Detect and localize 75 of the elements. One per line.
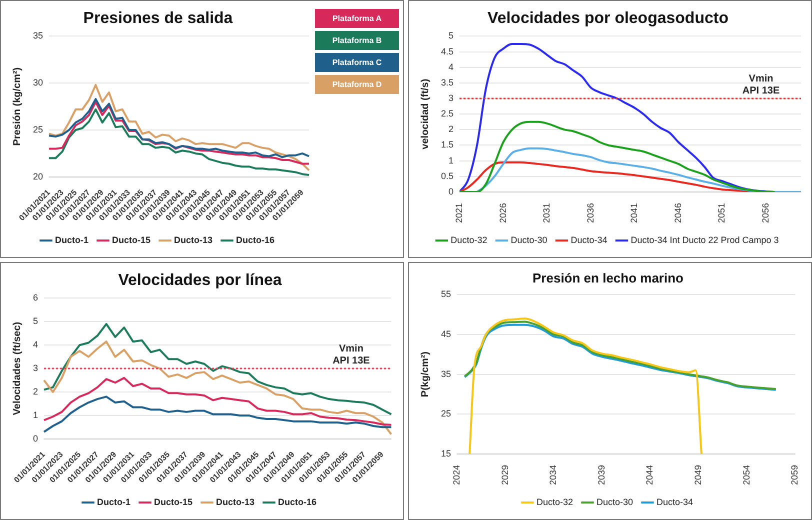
y-tick-label: 4 [448,62,454,72]
x-tick-label: 2046 [672,202,683,224]
x-tick-label: 2031 [542,202,552,224]
chart-title: Presión en lecho marino [532,270,684,286]
y-tick-label: 15 [440,448,452,458]
text: Plataforma C [315,53,399,72]
y-axis-title: Presión (kg/cm²) [12,67,23,146]
y-tick-label: 5 [32,316,38,326]
y-axis-title: P(kg/cm²) [420,352,431,398]
y-tick-label: 45 [440,328,452,339]
legend-label: Ducto-15 [112,234,151,245]
legend-label: Ducto-34 Int Ducto 22 Prod Campo 3 [630,234,779,245]
y-tick-label: 20 [32,171,44,182]
y-tick-label: 55 [440,289,452,300]
legend-label: Ducto-30 [510,234,548,245]
y-tick-label: 4.5 [440,46,454,56]
chart-title: Velocidades por oleogasoducto [488,10,729,28]
legend-label: Ducto-1 [96,496,130,507]
x-tick-label: 2044 [644,464,655,486]
legend-label: Ducto-34 [656,496,694,507]
legend-label: Ducto-32 [450,234,488,245]
line-series [468,318,702,454]
y-tick-label: 1 [32,410,38,420]
x-tick-label: 2034 [548,464,558,486]
y-tick-label: 3 [32,363,38,374]
chart-title: Velocidades por línea [118,272,282,290]
legend-label: Ducto-15 [154,496,193,507]
y-tick-label: 25 [32,124,44,134]
text: Plataforma D [315,75,399,94]
y-tick-label: 2.5 [440,108,454,119]
legend-label: Ducto-1 [54,234,88,245]
x-tick-label: 2024 [451,464,462,486]
y-tick-label: 1 [448,155,454,166]
legend-label: Ducto-32 [536,496,574,507]
text: Plataforma B [315,31,399,50]
y-tick-label: 2 [32,386,38,396]
y-tick-label: 30 [32,78,44,88]
legend-label: Ducto-16 [278,496,317,507]
ref-line-label: Vmin API 13E [742,73,780,96]
legend-label: Ducto-30 [596,496,634,507]
y-tick-label: 4 [32,340,38,350]
x-tick-label: 2021 [454,202,464,224]
x-tick-label: 2041 [629,202,640,224]
x-tick-label: 2049 [693,464,704,486]
text: Plataforma A [315,9,399,28]
y-tick-label: 0.5 [440,170,454,181]
y-tick-label: 1.5 [440,140,454,150]
legend-label: Ducto-16 [236,234,275,245]
x-tick-label: 2059 [790,464,800,486]
legend-label: Ducto-13 [174,234,213,245]
legend-label: Ducto-13 [216,496,255,507]
y-tick-label: 3.5 [440,77,454,88]
y-axis-title: Velocidades (ft/sec) [12,322,23,416]
y-axis-title: velocidad (ft/s) [420,78,431,150]
y-tick-label: 35 [440,368,452,379]
x-tick-label: 2029 [500,464,510,486]
y-tick-label: 3 [448,92,454,103]
x-tick-label: 2036 [585,202,596,224]
y-tick-label: 0 [448,186,454,196]
y-tick-label: 2 [448,124,454,134]
legend-label: Ducto-34 [570,234,608,245]
line-series [460,120,776,192]
x-tick-label: 2051 [716,202,727,224]
x-tick-label: 2026 [498,202,508,224]
y-tick-label: 6 [32,292,38,303]
y-tick-label: 25 [440,408,452,419]
x-tick-label: 2054 [741,464,752,486]
line-series [476,147,801,192]
y-tick-label: 35 [32,30,44,41]
y-tick-label: 0 [32,433,38,444]
y-tick-label: 5 [448,30,454,41]
x-tick-label: 2056 [760,202,770,224]
x-tick-label: 2039 [596,464,606,486]
chart-title: Presiones de salida [83,10,233,28]
ref-line-label: Vmin API 13E [332,343,370,366]
